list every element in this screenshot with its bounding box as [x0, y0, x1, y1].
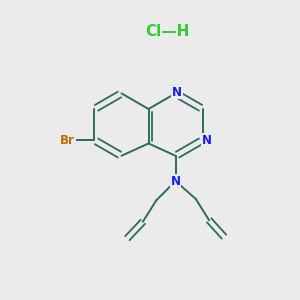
Text: N: N — [172, 86, 182, 99]
Text: Br: Br — [60, 134, 75, 147]
Text: N: N — [202, 134, 212, 147]
Text: N: N — [170, 175, 181, 188]
Text: Cl—H: Cl—H — [146, 24, 190, 39]
